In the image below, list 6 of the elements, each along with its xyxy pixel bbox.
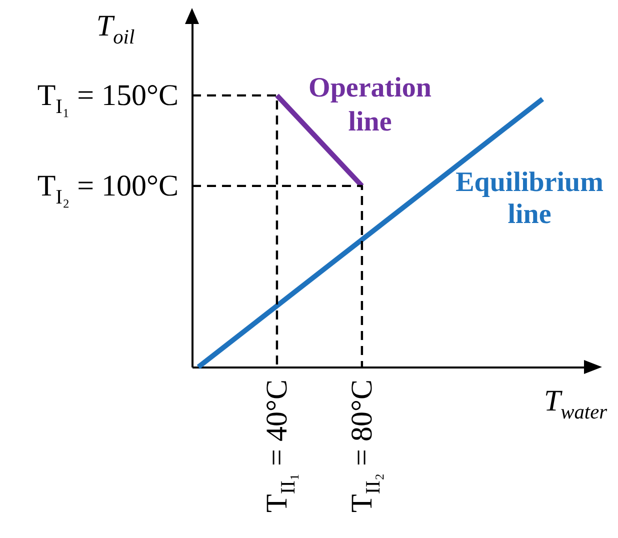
- series-label: Operation line: [308, 72, 432, 138]
- y-axis-title: T$_{oil}$: [96, 10, 135, 48]
- y-tick-label: T$_{I₂}$ = 100°C: [37, 169, 178, 208]
- series-label: Equilibrium line: [456, 167, 604, 230]
- y-tick-label: T$_{I₁}$ = 150°C: [37, 78, 178, 118]
- x-axis-title: T$_{water}$: [544, 384, 608, 424]
